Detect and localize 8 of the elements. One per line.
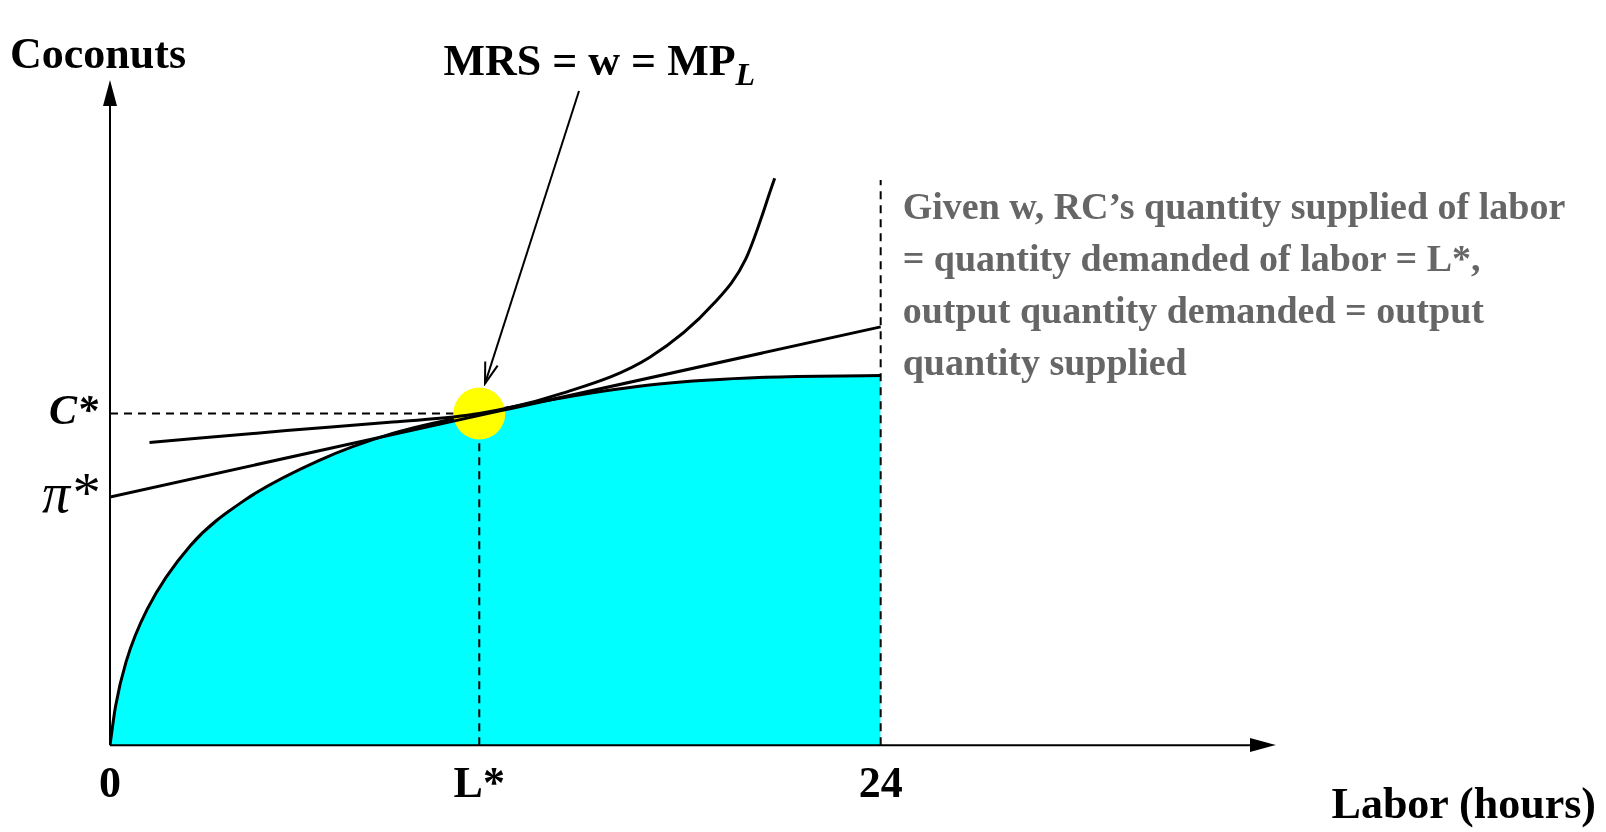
- x-tick-label: L*: [453, 757, 505, 807]
- annotation: π*: [41, 461, 98, 524]
- y-axis-title: Coconuts: [10, 29, 187, 78]
- x-tick-label: 0: [99, 757, 121, 807]
- x-tick-label: 24: [858, 757, 903, 807]
- x-axis-title: Labor (hours): [1331, 779, 1596, 828]
- ref-line-label: C*: [48, 387, 99, 434]
- annotation: Given w, RC’s quantity supplied of labor = quantity demanded of labor = L*, output quantity demanded = output quantity supplied: [902, 184, 1566, 383]
